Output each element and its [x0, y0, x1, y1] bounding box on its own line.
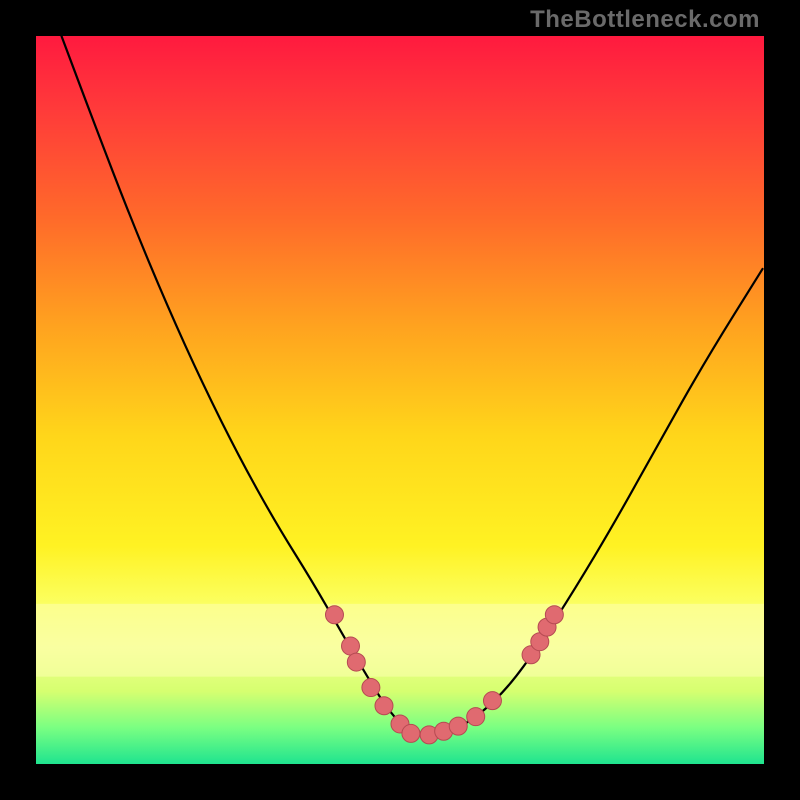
- marker-dot: [362, 679, 380, 697]
- marker-dot: [325, 606, 343, 624]
- plot-area: [36, 36, 764, 764]
- pale-band: [36, 604, 764, 677]
- marker-dot: [483, 692, 501, 710]
- marker-dot: [375, 697, 393, 715]
- watermark-text: TheBottleneck.com: [530, 6, 760, 34]
- marker-dot: [342, 637, 360, 655]
- marker-dot: [545, 606, 563, 624]
- chart-stage: TheBottleneck.com: [0, 0, 800, 800]
- marker-dot: [347, 653, 365, 671]
- plot-svg: [36, 36, 764, 764]
- marker-dot: [449, 717, 467, 735]
- marker-dot: [402, 724, 420, 742]
- marker-dot: [467, 708, 485, 726]
